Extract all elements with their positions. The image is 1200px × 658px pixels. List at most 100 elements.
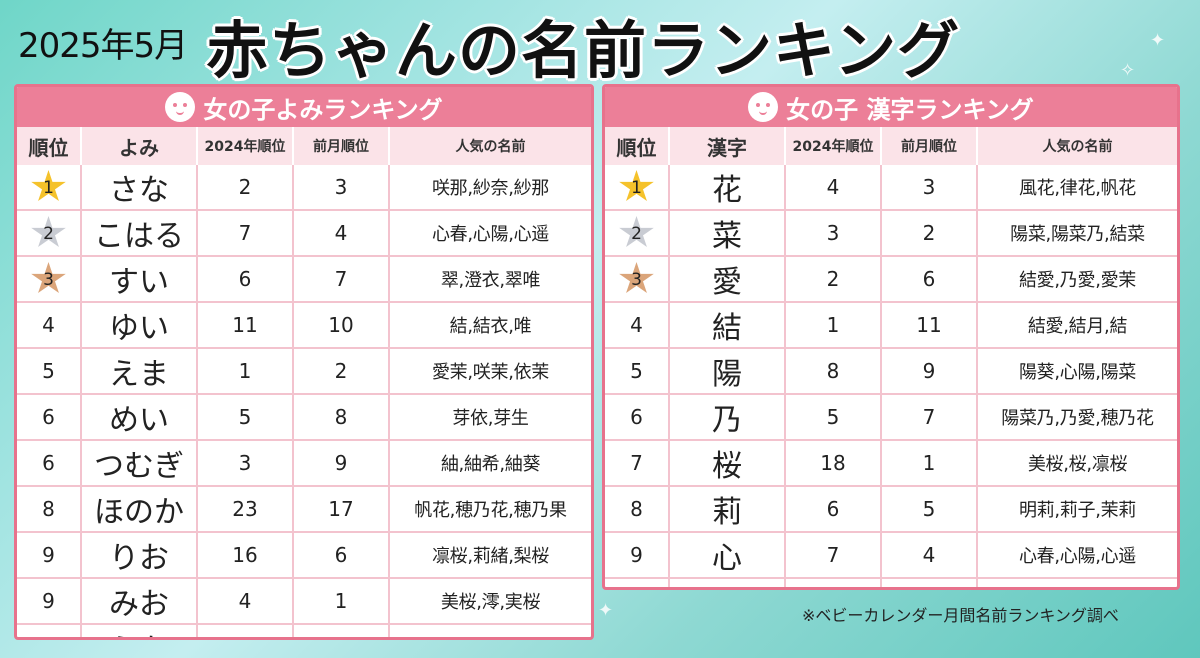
popular-names-cell: 美桜,桜,凛桜	[977, 440, 1177, 487]
rank-cell: 5	[605, 348, 670, 395]
source-note: ※ベビーカレンダー月間名前ランキング調べ	[802, 606, 1119, 625]
kanji-cell: 奈	[669, 578, 786, 587]
table-body: 1 さな 2 3 咲那,紗奈,紗那 2 こはる 7 4 心春,心陽,心遥 3 すい 6 7 翠,澄衣,翠唯 4…	[17, 165, 591, 637]
rank-cell: 1	[17, 165, 82, 211]
prev-month-rank-cell: 7	[881, 394, 978, 441]
panel-title: 女の子よみランキング	[203, 95, 443, 124]
yomi-cell: こはる	[81, 210, 198, 257]
table-row: 5 えま 1 2 愛茉,咲茉,依茉	[17, 348, 591, 395]
girl-face-icon	[748, 92, 779, 122]
panel-header: 女の子 漢字ランキング	[605, 87, 1177, 127]
panel-header: 女の子よみランキング	[17, 87, 591, 127]
yomi-cell: みお	[81, 578, 198, 625]
rank-2024-cell: 6	[785, 486, 882, 533]
rank-2024-cell: 3	[785, 210, 882, 257]
column-header-rank: 順位	[17, 127, 82, 165]
kanji-cell: 莉	[669, 486, 786, 533]
rank-cell: 4	[605, 302, 670, 349]
prev-month-rank-cell: 8	[293, 394, 390, 441]
prev-month-rank-cell: 17	[293, 624, 390, 637]
yomi-cell: すい	[81, 256, 198, 303]
rank-cell: 8	[605, 486, 670, 533]
prev-month-rank-cell: 10	[293, 302, 390, 349]
column-header-popular-names: 人気の名前	[455, 139, 526, 155]
rank-2024-cell: 5	[197, 394, 294, 441]
popular-names-cell: 凛桜,莉緒,梨桜	[389, 532, 591, 579]
popular-names-cell: 結,結衣,唯	[389, 302, 591, 349]
silver-star-icon: 2	[31, 216, 66, 247]
prev-month-rank-cell: 3	[293, 165, 390, 211]
sparkle-icon: ✦	[1150, 30, 1166, 51]
rank-2024-cell: 4	[197, 578, 294, 625]
column-header-prev-month-rank: 前月順位	[293, 127, 390, 165]
rank-2024-cell: 11	[197, 302, 294, 349]
table-row: 7 桜 18 1 美桜,桜,凛桜	[605, 440, 1177, 487]
date-label: 2025年5月	[18, 26, 188, 66]
rank-2024-cell: 2	[197, 165, 294, 211]
yomi-cell: りお	[81, 532, 198, 579]
panel-title: 女の子 漢字ランキング	[786, 95, 1034, 124]
prev-month-rank-cell: 11	[881, 302, 978, 349]
popular-names-cell: 帆花,穂乃花,穂乃果	[389, 486, 591, 533]
popular-names-cell: 結愛,結月,結	[977, 302, 1177, 349]
kanji-ranking-table: 順位 漢字 2024年順位 前月順位 人気の名前 1 花 4 3 風花,律花,帆花 2 菜 3…	[605, 127, 1177, 587]
table-row: 6 乃 5 7 陽菜乃,乃愛,穂乃花	[605, 394, 1177, 441]
popular-names-cell: 心春,心陽,心遥	[977, 532, 1177, 579]
sparkle-icon: ✦	[598, 600, 614, 621]
kanji-cell: 花	[669, 165, 786, 211]
table-row: 3 すい 6 7 翠,澄衣,翠唯	[17, 256, 591, 303]
column-header-2024-rank: 2024年順位	[785, 127, 882, 165]
rank-cell: 2	[605, 210, 670, 257]
rank-2024-cell: 1	[785, 302, 882, 349]
popular-names-cell: 心春,心陽,心遥	[389, 210, 591, 257]
popular-names-cell: 風花,律花,帆花	[977, 165, 1177, 211]
rank-2024-cell: 5	[785, 394, 882, 441]
kanji-cell: 桜	[669, 440, 786, 487]
rank-cell: 9	[17, 624, 82, 637]
prev-month-rank-cell: 3	[881, 165, 978, 211]
girl-face-icon	[165, 92, 196, 122]
kanji-cell: 愛	[669, 256, 786, 303]
column-header-popular-names: 人気の名前	[1042, 139, 1113, 155]
rank-cell: 6	[17, 440, 82, 487]
rank-2024-cell: 9	[785, 578, 882, 587]
rank-cell: 9	[17, 532, 82, 579]
column-header-kanji: 漢字	[669, 127, 786, 165]
table-header-row: 順位 漢字 2024年順位 前月順位 人気の名前	[605, 127, 1177, 165]
bronze-star-icon: 3	[31, 262, 66, 293]
table-row: 9 心 7 4 心春,心陽,心遥	[605, 532, 1177, 579]
yomi-cell: えま	[81, 348, 198, 395]
table-row: 9 みお 4 1 美桜,澪,実桜	[17, 578, 591, 625]
table-row: 4 ゆい 11 10 結,結衣,唯	[17, 302, 591, 349]
sparkle-icon: ✧	[1120, 60, 1136, 81]
yomi-cell: めい	[81, 394, 198, 441]
table-row: 8 莉 6 5 明莉,莉子,茉莉	[605, 486, 1177, 533]
prev-month-rank-cell: 1	[881, 440, 978, 487]
prev-month-rank-cell: 9	[293, 440, 390, 487]
column-header-yomi: よみ	[81, 127, 198, 165]
yomi-cell: つむぎ	[81, 440, 198, 487]
rank-2024-cell: 8	[785, 348, 882, 395]
rank-cell: 6	[17, 394, 82, 441]
gold-star-icon: 1	[619, 170, 654, 201]
kanji-cell: 乃	[669, 394, 786, 441]
prev-month-rank-cell: 6	[881, 256, 978, 303]
popular-names-cell: 陽葵,心陽,陽菜	[977, 348, 1177, 395]
header: 2025年5月 赤ちゃんの名前ランキング	[0, 0, 1200, 87]
table-row: 6 つむぎ 3 9 紬,紬希,紬葵	[17, 440, 591, 487]
rank-2024-cell: 2	[785, 256, 882, 303]
popular-names-cell: 翠,澄衣,翠唯	[389, 256, 591, 303]
rank-cell: 6	[605, 394, 670, 441]
popular-names-cell: 美桜,澪,実桜	[389, 578, 591, 625]
rank-2024-cell: 7	[785, 532, 882, 579]
yomi-cell: えな	[81, 624, 198, 637]
table-row: 2 こはる 7 4 心春,心陽,心遥	[17, 210, 591, 257]
kanji-cell: 菜	[669, 210, 786, 257]
rank-cell: 3	[605, 256, 670, 303]
rank-cell: 9	[17, 578, 82, 625]
popular-names-cell: 陽菜,陽菜乃,結菜	[977, 210, 1177, 257]
prev-month-rank-cell: 1	[293, 578, 390, 625]
rank-cell: 4	[17, 302, 82, 349]
rank-2024-cell: 18	[785, 440, 882, 487]
